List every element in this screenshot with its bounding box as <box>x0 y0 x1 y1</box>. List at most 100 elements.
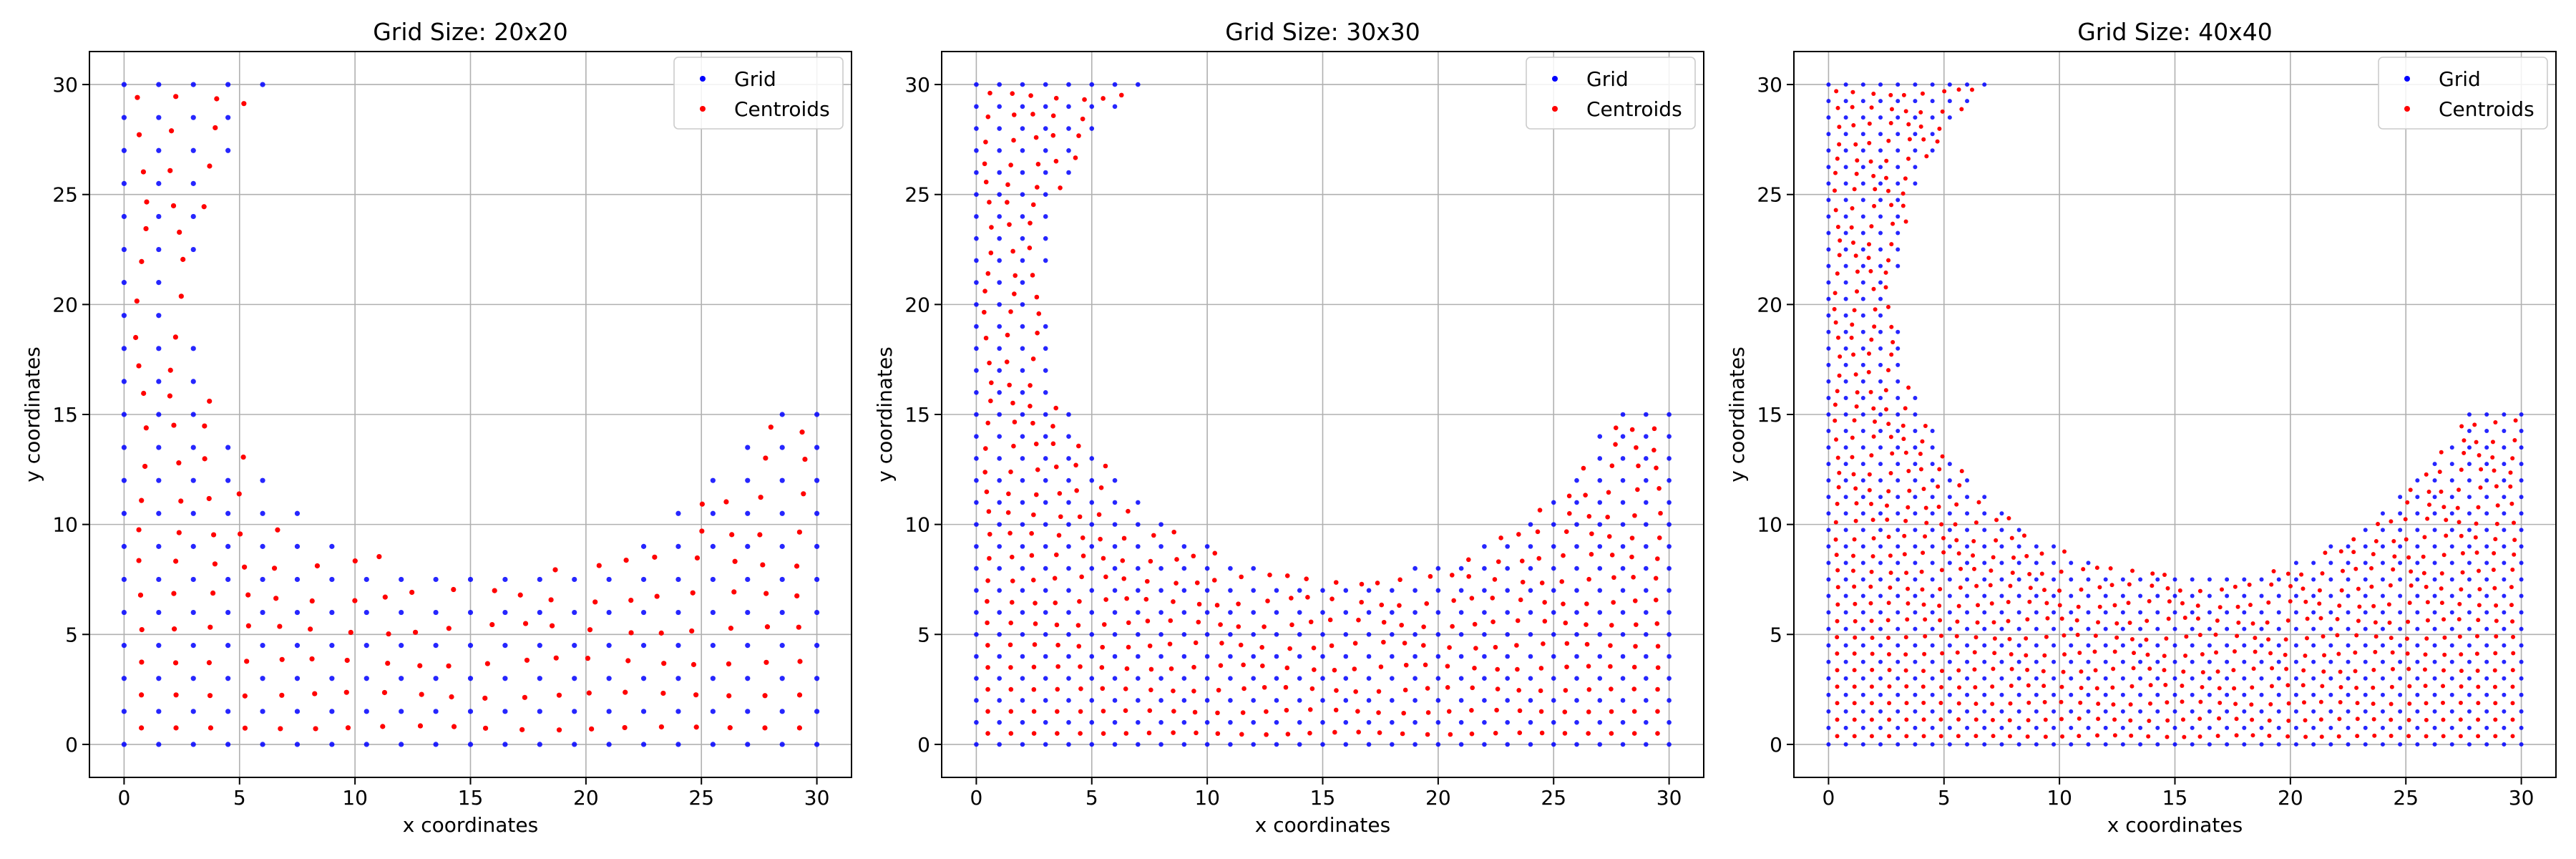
grid-point <box>2363 544 2368 549</box>
grid-point <box>2207 709 2212 714</box>
grid-point <box>1999 593 2004 598</box>
grid-point <box>1597 588 1603 593</box>
centroid-point <box>2059 699 2064 704</box>
centroid-point <box>2167 599 2172 604</box>
grid-point <box>1574 742 1579 747</box>
grid-point <box>2293 676 2298 681</box>
grid-point <box>1458 631 1464 637</box>
centroid-point <box>2493 734 2498 739</box>
grid-point <box>1112 719 1118 725</box>
centroid-point <box>2234 733 2239 738</box>
grid-point <box>1843 362 1848 367</box>
grid-point <box>2398 742 2403 747</box>
centroid-point <box>2407 601 2412 606</box>
grid-point <box>2172 659 2177 664</box>
grid-point <box>1136 631 1141 637</box>
grid-point <box>1551 610 1556 615</box>
centroid-point <box>1923 534 1928 539</box>
grid-point <box>2380 742 2385 747</box>
grid-point <box>2415 593 2420 598</box>
centroid-point <box>1171 730 1176 735</box>
centroid-point <box>1870 554 1875 559</box>
grid-point <box>1999 610 2004 615</box>
centroid-point <box>1836 485 1841 490</box>
grid-point <box>190 379 196 384</box>
centroid-point <box>2441 717 2446 722</box>
grid-point <box>2293 742 2298 747</box>
centroid-point <box>1466 573 1471 579</box>
grid-point <box>2016 626 2021 631</box>
grid-point <box>974 368 979 373</box>
grid-point <box>1644 456 1649 461</box>
grid-point <box>1158 631 1163 637</box>
centroid-point <box>1080 116 1085 122</box>
grid-point <box>1999 692 2004 697</box>
centroid-point <box>1838 354 1843 359</box>
centroid-point <box>1606 534 1612 539</box>
grid-point <box>2432 643 2437 648</box>
centroid-point <box>1937 126 1942 131</box>
centroid-point <box>1906 122 1911 127</box>
grid-point <box>260 82 265 87</box>
centroid-point <box>242 564 248 570</box>
grid-point <box>2467 528 2472 533</box>
centroid-point <box>763 591 769 596</box>
centroid-point <box>2335 633 2340 638</box>
grid-point <box>1620 610 1626 615</box>
centroid-point <box>2008 701 2013 706</box>
centroid-point <box>1236 601 1241 606</box>
centroid-point <box>625 658 631 664</box>
grid-point <box>1620 477 1626 483</box>
centroid-point <box>1634 622 1639 627</box>
centroid-point <box>1121 535 1127 541</box>
grid-point <box>2172 742 2177 747</box>
grid-point <box>2484 659 2489 664</box>
grid-point <box>2276 692 2281 697</box>
grid-point <box>2225 577 2230 582</box>
centroid-point <box>1586 709 1591 714</box>
centroid-point <box>1241 662 1246 668</box>
centroid-point <box>2009 683 2014 688</box>
centroid-point <box>1376 689 1382 694</box>
grid-point <box>2363 676 2368 681</box>
grid-point <box>1020 631 1025 637</box>
centroid-point <box>1937 467 1942 472</box>
centroid-point <box>1901 437 1906 442</box>
centroid-point <box>1609 463 1615 468</box>
centroid-point <box>2096 702 2101 707</box>
centroid-point <box>1868 268 1873 273</box>
grid-point <box>2449 610 2454 615</box>
grid-point <box>1528 610 1533 615</box>
grid-point <box>1228 588 1233 593</box>
grid-point <box>2259 659 2264 664</box>
grid-point <box>2190 692 2195 697</box>
grid-point <box>1390 719 1395 725</box>
grid-point <box>2519 676 2524 681</box>
grid-point <box>225 115 231 120</box>
centroid-point <box>1264 709 1269 714</box>
centroid-point <box>2148 701 2153 706</box>
centroid-point <box>2404 636 2409 641</box>
grid-point <box>294 609 301 616</box>
grid-point <box>156 742 162 747</box>
centroid-point <box>2303 599 2308 604</box>
grid-point <box>2449 445 2454 450</box>
grid-point <box>1551 566 1556 571</box>
grid-point <box>2311 676 2316 681</box>
grid-point <box>2086 626 2091 631</box>
centroid-point <box>2235 634 2240 639</box>
centroid-point <box>1869 701 1874 706</box>
grid-point <box>1982 577 1987 582</box>
grid-point <box>2242 709 2247 714</box>
centroid-point <box>1974 717 1979 722</box>
centroid-point <box>2268 702 2273 707</box>
grid-point <box>2051 544 2057 549</box>
grid-point <box>1574 610 1579 615</box>
centroid-point <box>1613 425 1619 430</box>
centroid-point <box>987 200 992 205</box>
grid-point <box>2155 676 2160 681</box>
grid-point <box>1843 659 1848 664</box>
grid-point <box>1843 198 1848 203</box>
centroid-point <box>1888 435 1893 440</box>
